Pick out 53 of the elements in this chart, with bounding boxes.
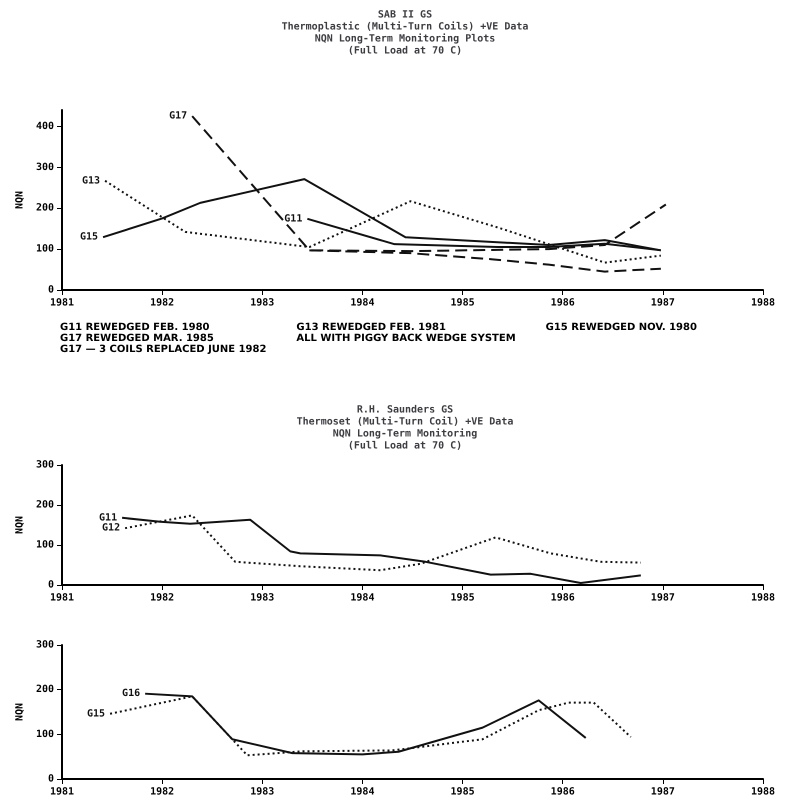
x-tick-label: 1988 (750, 786, 776, 798)
y-axis-title: NQN (14, 702, 26, 722)
text: G15 REWEDGED NOV. 1980 (546, 322, 697, 335)
text: G13 REWEDGED FEB. 1981 ALL WITH PIGGY BACK WEDGE SYSTEM (296, 322, 516, 346)
series-label: G12 (102, 522, 120, 534)
x-tick-label: 1988 (750, 592, 776, 604)
x-tick-label: 1983 (250, 786, 274, 798)
x-tick-label: 1982 (150, 298, 174, 308)
text: G11 REWEDGED FEB. 1980 G17 REWEDGED MAR. 1985 G17 — 3 COILS REPLACED JUNE 1982 (60, 322, 266, 355)
x-tick-label: 1984 (350, 592, 374, 604)
x-tick-label: 1983 (250, 298, 274, 308)
y-tick-label: 100 (36, 244, 54, 255)
x-tick-label: 1987 (650, 298, 675, 308)
y-tick-label: 0 (48, 580, 54, 590)
chart-title: SAB II GS Thermoplastic (Multi-Turn Coils) +VE Data NQN Long-Term Monitoring Plots (Full Load at 70 C) (282, 10, 528, 56)
chart-title: R.H. Saunders GS Thermoset (Multi-Turn Coil) +VE Data NQN Long-Term Monitoring (Full Load at 70 C) (296, 404, 514, 452)
y-tick-label: 300 (36, 640, 54, 650)
series-label: G13 (82, 175, 100, 186)
y-axis-title: NQN (14, 516, 26, 534)
y-axis-title: NQN (14, 190, 26, 210)
y-tick-label: 200 (36, 500, 54, 510)
x-tick-label: 1983 (250, 592, 274, 604)
x-tick-label: 1982 (150, 592, 174, 604)
x-tick-label: 1985 (450, 298, 475, 308)
x-tick-label: 1986 (550, 592, 575, 604)
series-label: G16 (122, 688, 140, 700)
y-tick-label: 200 (36, 684, 54, 696)
series-label: G11 (99, 512, 118, 524)
y-tick-label: 100 (36, 540, 54, 550)
x-tick-label: 1984 (350, 298, 374, 308)
y-tick-label: 0 (48, 774, 54, 784)
y-tick-label: 300 (36, 460, 54, 470)
x-tick-label: 1985 (450, 786, 475, 798)
series-label: G17 (169, 110, 188, 122)
x-tick-label: 1987 (650, 786, 675, 798)
y-tick-label: 300 (36, 162, 54, 173)
x-tick-label: 1987 (650, 592, 675, 604)
x-tick-label: 1986 (550, 298, 575, 308)
y-tick-label: 100 (36, 728, 54, 740)
y-tick-label: 200 (36, 202, 54, 214)
y-tick-label: 0 (48, 284, 54, 296)
x-tick-label: 1981 (50, 592, 74, 604)
y-tick-label: 400 (36, 120, 54, 132)
x-tick-label: 1984 (350, 786, 374, 798)
series-label: G15 (87, 708, 106, 720)
x-tick-label: 1985 (450, 592, 475, 604)
x-tick-label: 1981 (50, 298, 74, 308)
x-tick-label: 1986 (550, 786, 575, 798)
series-label: G11 (284, 213, 302, 224)
x-tick-label: 1982 (150, 786, 174, 798)
x-tick-label: 1988 (750, 298, 776, 308)
series-label: G15 (80, 232, 98, 243)
x-tick-label: 1981 (50, 786, 74, 798)
